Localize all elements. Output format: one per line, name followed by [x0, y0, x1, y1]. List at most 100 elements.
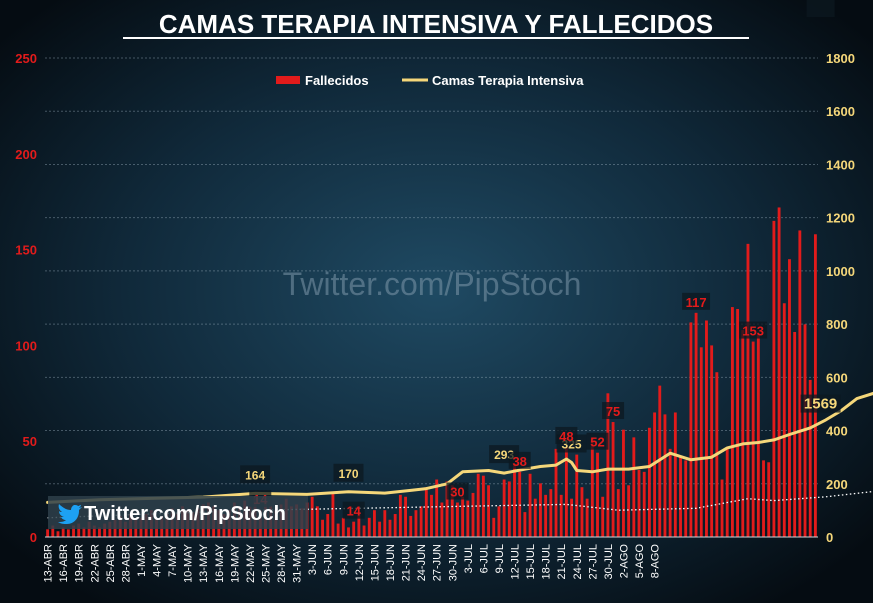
fallecidos-data-label: 14: [346, 504, 361, 519]
bar: [440, 502, 444, 537]
left-tick-label: 0: [30, 530, 37, 545]
bar: [554, 448, 558, 537]
x-tick-label: 18-JUN: [385, 544, 397, 581]
bar: [570, 498, 574, 537]
fallecidos-label-box: [806, 0, 835, 17]
bar: [684, 460, 688, 537]
bar: [518, 471, 522, 537]
right-tick-label: 400: [826, 424, 848, 439]
bar: [808, 379, 812, 537]
left-tick-label: 50: [23, 434, 37, 449]
twitter-bird-icon: [58, 504, 82, 524]
bar: [326, 514, 330, 537]
right-axis: 0 200 400 600 800 1000 1200 1400 1600 1800: [826, 51, 855, 545]
x-tick-label: 16-MAY: [214, 543, 226, 583]
x-tick-label: 21-JUN: [401, 544, 413, 581]
left-tick-label: 150: [15, 243, 37, 258]
bar: [321, 519, 324, 537]
bar: [772, 220, 776, 538]
fallecidos-data-label: 153: [742, 324, 764, 339]
x-tick-label: 6-JUN: [323, 544, 335, 575]
bar: [66, 529, 70, 537]
right-tick-label: 800: [826, 317, 848, 332]
twitter-banner: Twitter.com/PipStoch: [48, 496, 308, 529]
bar: [642, 471, 646, 537]
x-tick-label: 30-JUN: [447, 544, 459, 581]
bar: [647, 427, 651, 537]
x-axis: 13-ABR 16-ABR 19-ABR 22-ABR 25-ABR 28-ABR 1-MA…: [43, 536, 818, 583]
bar: [347, 527, 350, 537]
bar: [632, 437, 636, 537]
x-tick-label: 13-ABR: [43, 544, 55, 583]
x-tick-label: 25-MAY: [260, 543, 272, 583]
chart-title: CAMAS TERAPIA INTENSIVA Y FALLECIDOS: [159, 9, 713, 39]
bar: [331, 492, 335, 537]
legend: Fallecidos Camas Terapia Intensiva: [276, 73, 584, 88]
x-tick-label: 19-MAY: [229, 543, 241, 583]
x-tick-label: 18-JUL: [541, 544, 553, 579]
bar: [549, 489, 553, 537]
bar: [544, 494, 548, 537]
bar: [383, 510, 387, 537]
bar: [487, 485, 490, 537]
bar: [679, 456, 682, 537]
x-tick-label: 7-MAY: [167, 543, 179, 576]
right-tick-label: 1800: [826, 51, 855, 66]
x-tick-label: 22-MAY: [245, 543, 257, 583]
bar: [596, 452, 599, 537]
bar: [777, 207, 781, 537]
bar: [419, 506, 423, 537]
bar: [736, 308, 740, 537]
left-tick-label: 100: [15, 338, 37, 353]
fallecidos-label-box: [446, 482, 469, 500]
x-tick-label: 10-MAY: [183, 543, 195, 583]
bar: [456, 502, 459, 537]
x-tick-label: 9-JUL: [494, 544, 506, 573]
bar: [507, 481, 511, 537]
bar: [310, 496, 314, 537]
bar: [788, 259, 791, 537]
x-tick-label: 27-JUN: [432, 544, 444, 581]
bar: [51, 525, 55, 537]
bar: [471, 492, 475, 537]
bar: [689, 322, 693, 537]
bar: [564, 446, 568, 537]
x-tick-label: 6-JUL: [478, 544, 490, 573]
bar: [523, 512, 527, 537]
bar: [336, 523, 340, 537]
fallecidos-data-label: 30: [450, 485, 464, 500]
bar: [466, 500, 470, 537]
bar: [668, 448, 672, 537]
bar: [694, 312, 698, 537]
bar: [741, 330, 745, 537]
bar: [730, 307, 734, 537]
bar: [98, 527, 101, 537]
bar: [673, 412, 677, 537]
camas-line: [46, 391, 873, 504]
x-tick-label: 9-JUN: [338, 544, 350, 575]
bar: [87, 521, 91, 537]
x-tick-label: 13-MAY: [198, 543, 210, 583]
twitter-banner-background: [48, 496, 308, 529]
bar: [653, 412, 657, 537]
bar: [103, 523, 107, 537]
x-tick-label: 27-JUL: [587, 544, 599, 579]
bar: [404, 496, 407, 537]
bar: [497, 506, 501, 537]
bar: [502, 479, 506, 537]
fallecidos-data-label: 38: [512, 454, 526, 469]
x-tick-label: 12-JUL: [510, 544, 522, 579]
bar: [699, 347, 703, 537]
camas-data-label: 1569: [804, 396, 837, 413]
bar: [424, 487, 428, 537]
bar: [61, 527, 65, 537]
bar: [461, 496, 465, 537]
bar: [108, 521, 112, 537]
x-tick-label: 4-MAY: [152, 543, 164, 576]
bar: [622, 429, 625, 537]
bar: [705, 320, 708, 537]
bar: [756, 333, 760, 537]
bar: [414, 510, 418, 537]
legend-label-fallecidos: Fallecidos: [305, 73, 369, 88]
